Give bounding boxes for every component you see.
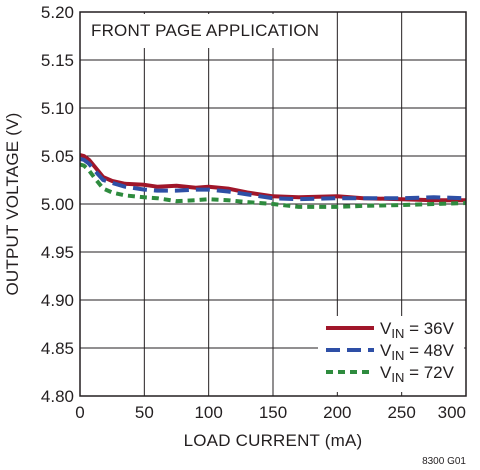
x-tick-label: 250	[387, 403, 415, 422]
series-line-3	[79, 162, 467, 209]
grid	[79, 11, 467, 397]
y-tick-label: 5.05	[41, 147, 74, 166]
y-tick-label: 4.95	[41, 243, 74, 262]
x-tick-label: 50	[135, 403, 154, 422]
y-tick-label: 5.15	[41, 51, 74, 70]
y-axis-label: OUTPUT VOLTAGE (V)	[3, 112, 22, 295]
y-tick-label: 5.00	[41, 195, 74, 214]
series-layer	[79, 153, 467, 209]
x-tick-label: 200	[323, 403, 351, 422]
x-tick-label: 100	[194, 403, 222, 422]
plot-frame	[79, 11, 467, 397]
x-tick-label: 300	[438, 403, 466, 422]
y-tick-label: 4.85	[41, 339, 74, 358]
y-tick-label: 5.10	[41, 99, 74, 118]
chart-title: FRONT PAGE APPLICATION	[91, 21, 319, 40]
title-box: FRONT PAGE APPLICATION	[82, 14, 320, 48]
title-background	[82, 14, 320, 48]
y-tick-label: 5.20	[41, 3, 74, 22]
legend-label-1: VIN = 36V	[380, 319, 455, 341]
x-tick-label: 150	[259, 403, 287, 422]
figure-id: 8300 G01	[422, 456, 466, 467]
series-line-2	[79, 156, 467, 202]
x-tick-label: 0	[75, 403, 84, 422]
y-tick-labels: 4.80 4.85 4.90 4.95 5.00 5.05 5.10 5.15 5.20	[41, 3, 74, 406]
x-axis-label: LOAD CURRENT (mA)	[184, 431, 363, 450]
legend-label-3: VIN = 72V	[380, 363, 455, 385]
y-tick-label: 4.90	[41, 291, 74, 310]
x-tick-labels: 0 50 100 150 200 250 300	[75, 403, 466, 422]
y-tick-label: 4.80	[41, 387, 74, 406]
legend-label-2: VIN = 48V	[380, 341, 455, 363]
